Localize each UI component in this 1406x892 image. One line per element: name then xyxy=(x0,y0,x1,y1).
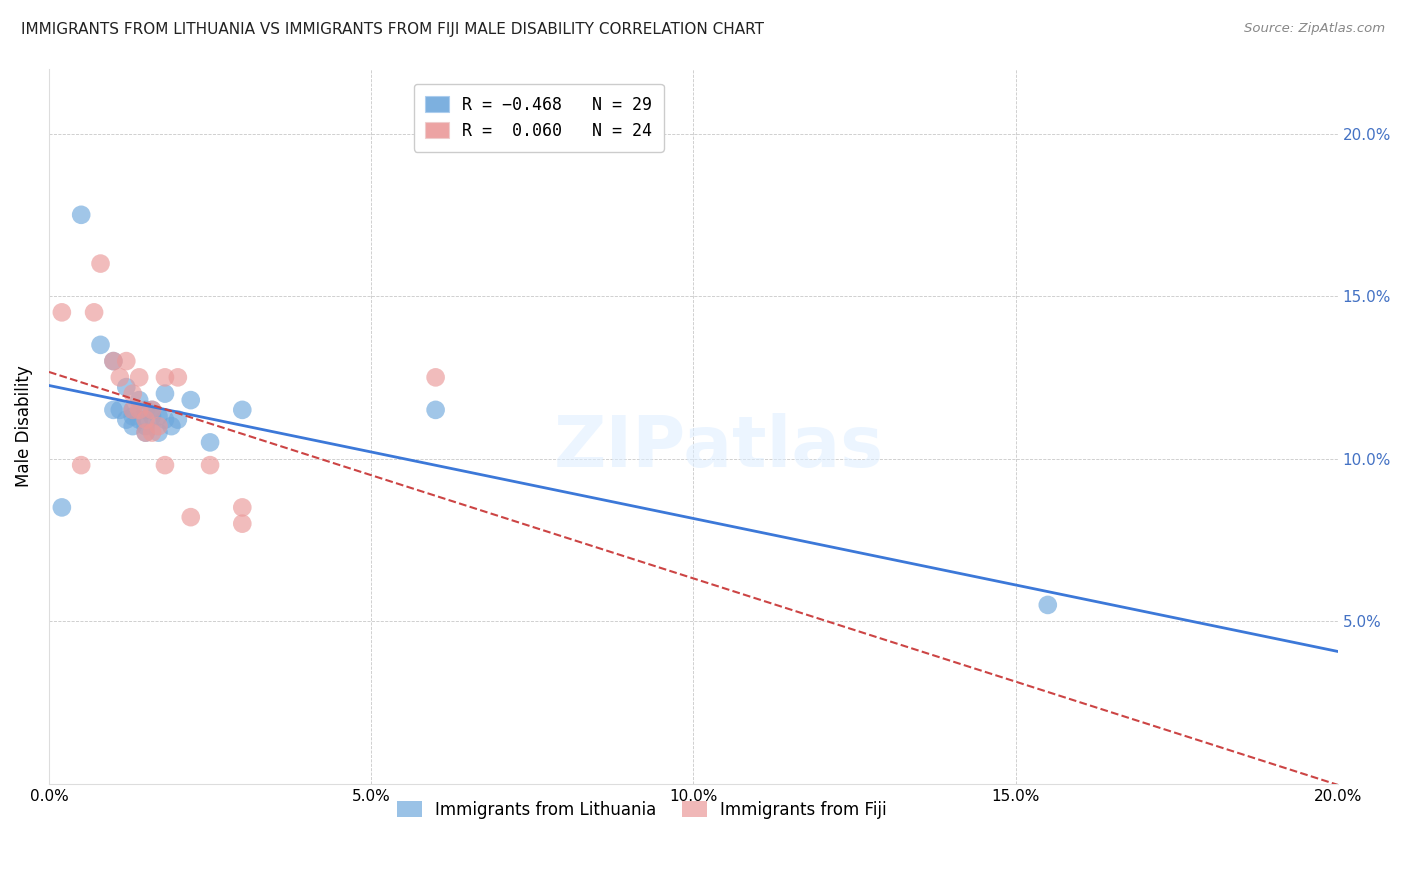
Point xyxy=(108,370,131,384)
Point xyxy=(180,393,202,408)
Point xyxy=(231,402,253,417)
Point xyxy=(231,516,253,531)
Point xyxy=(141,425,163,440)
Point xyxy=(135,412,157,426)
Point xyxy=(128,393,150,408)
Point xyxy=(115,412,138,426)
Point xyxy=(153,386,176,401)
Point xyxy=(70,458,93,472)
Point xyxy=(51,305,73,319)
Point xyxy=(153,458,176,472)
Point xyxy=(108,402,131,417)
Point xyxy=(121,402,143,417)
Point xyxy=(103,354,125,368)
Point xyxy=(180,510,202,524)
Point xyxy=(153,412,176,426)
Point xyxy=(198,435,221,450)
Point xyxy=(121,402,143,417)
Point xyxy=(153,370,176,384)
Y-axis label: Male Disability: Male Disability xyxy=(15,365,32,487)
Point xyxy=(141,402,163,417)
Point xyxy=(83,305,105,319)
Point xyxy=(128,412,150,426)
Point xyxy=(135,419,157,434)
Point xyxy=(70,208,93,222)
Point xyxy=(103,354,125,368)
Point xyxy=(135,425,157,440)
Point xyxy=(115,380,138,394)
Point xyxy=(166,412,188,426)
Point xyxy=(231,500,253,515)
Point xyxy=(115,354,138,368)
Text: ZIPatlas: ZIPatlas xyxy=(554,413,884,482)
Point xyxy=(89,256,111,270)
Point xyxy=(425,370,447,384)
Point xyxy=(148,425,170,440)
Legend: Immigrants from Lithuania, Immigrants from Fiji: Immigrants from Lithuania, Immigrants fr… xyxy=(391,794,893,825)
Point xyxy=(128,370,150,384)
Point xyxy=(103,402,125,417)
Point xyxy=(121,386,143,401)
Point xyxy=(141,402,163,417)
Point xyxy=(135,402,157,417)
Point xyxy=(198,458,221,472)
Point xyxy=(160,419,183,434)
Point xyxy=(89,338,111,352)
Point xyxy=(1036,598,1059,612)
Point xyxy=(135,425,157,440)
Text: IMMIGRANTS FROM LITHUANIA VS IMMIGRANTS FROM FIJI MALE DISABILITY CORRELATION CH: IMMIGRANTS FROM LITHUANIA VS IMMIGRANTS … xyxy=(21,22,763,37)
Point xyxy=(425,402,447,417)
Point xyxy=(51,500,73,515)
Point xyxy=(166,370,188,384)
Point xyxy=(121,419,143,434)
Point xyxy=(148,419,170,434)
Point xyxy=(128,402,150,417)
Point xyxy=(148,409,170,424)
Text: Source: ZipAtlas.com: Source: ZipAtlas.com xyxy=(1244,22,1385,36)
Point xyxy=(141,409,163,424)
Point xyxy=(121,409,143,424)
